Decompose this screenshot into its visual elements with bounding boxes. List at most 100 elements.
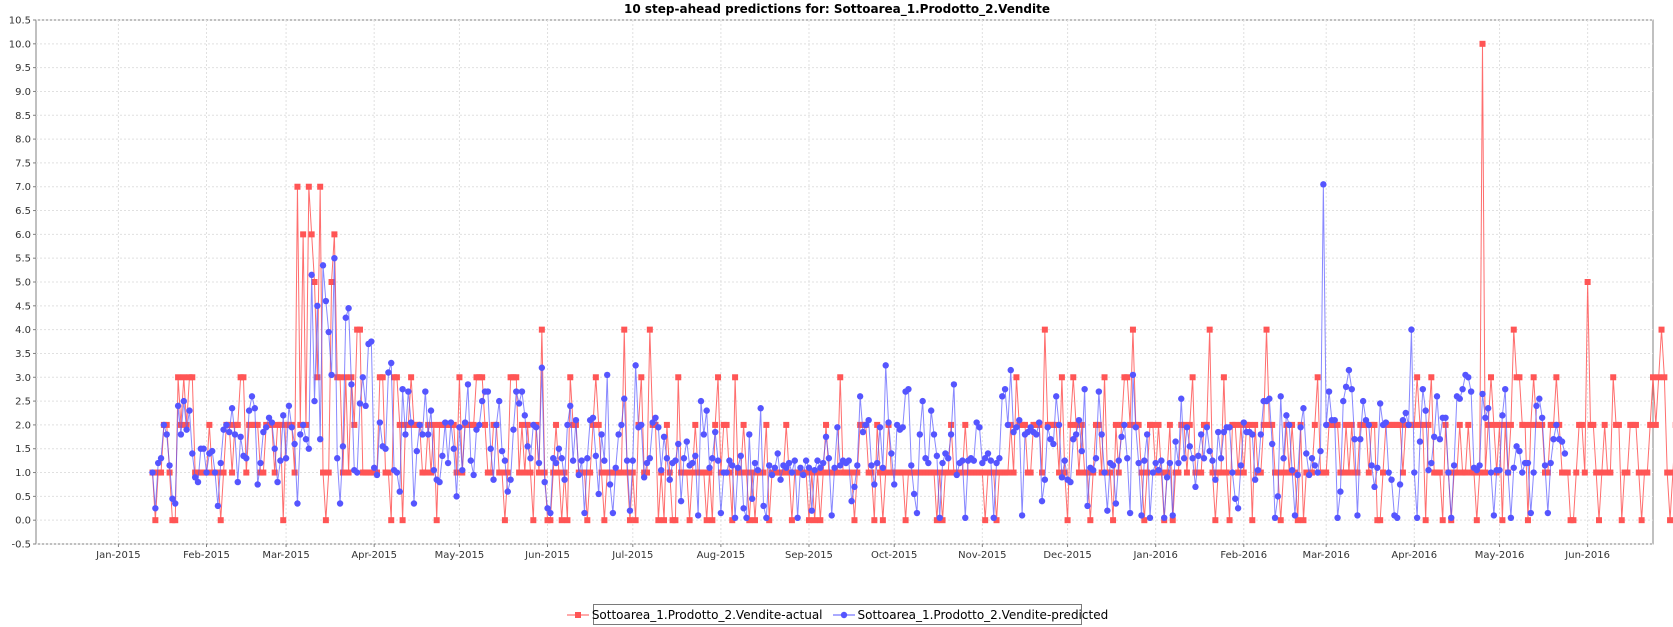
data-point-predicted (746, 431, 753, 438)
data-point-actual (1516, 374, 1523, 381)
data-point-actual (189, 374, 196, 381)
data-point-actual (345, 469, 352, 476)
y-tick-label: 3.0 (15, 373, 31, 384)
data-point-predicted (851, 483, 858, 491)
data-point-predicted (484, 388, 492, 395)
data-point-predicted (854, 462, 861, 469)
data-point-predicted (1257, 431, 1265, 438)
data-point-actual (175, 374, 182, 381)
data-point-actual (229, 469, 236, 476)
data-point-predicted (180, 397, 187, 405)
data-point-actual (703, 517, 710, 524)
data-point-predicted (1143, 431, 1151, 438)
data-point-actual (527, 469, 534, 476)
data-point-predicted (476, 421, 483, 429)
y-tick-label: 5.0 (15, 278, 31, 289)
data-point-predicted (1004, 421, 1012, 429)
data-point-predicted (899, 424, 906, 431)
data-point-actual (933, 517, 940, 524)
data-point-predicted (254, 481, 261, 488)
data-point-predicted (1249, 431, 1256, 438)
data-point-predicted (220, 426, 227, 433)
data-point-predicted (947, 431, 955, 438)
data-point-predicted (322, 297, 330, 305)
data-point-predicted (1061, 457, 1068, 464)
data-point-predicted (1041, 476, 1049, 483)
data-point-predicted (865, 416, 872, 424)
data-point-predicted (1402, 409, 1409, 417)
data-point-predicted (1098, 431, 1105, 438)
data-point-predicted (1132, 424, 1139, 431)
grid (36, 19, 1653, 545)
data-point-predicted (191, 474, 199, 481)
data-point-actual (737, 469, 744, 476)
data-point-predicted (1479, 390, 1486, 398)
x-tick-label: Feb-2016 (1220, 550, 1267, 561)
data-point-predicted (689, 459, 696, 467)
data-point-actual (601, 517, 608, 524)
data-point-actual (1470, 469, 1477, 476)
data-point-predicted (694, 512, 702, 519)
data-point-predicted (785, 459, 793, 467)
data-point-predicted (640, 474, 648, 481)
data-point-actual (868, 469, 875, 476)
data-point-predicted (339, 443, 347, 450)
data-point-actual (780, 469, 787, 476)
data-point-actual (1422, 517, 1429, 524)
data-point-predicted (981, 455, 989, 462)
data-point-actual (1590, 421, 1597, 428)
data-point-predicted (754, 466, 762, 474)
data-point-predicted (726, 457, 733, 464)
data-point-actual (450, 421, 457, 428)
data-point-actual (1664, 469, 1671, 476)
data-point-predicted (189, 450, 196, 457)
data-point-predicted (1297, 424, 1304, 431)
data-point-actual (689, 469, 696, 476)
data-point-predicted (1286, 421, 1293, 429)
data-point-predicted (226, 428, 233, 436)
data-point-actual (652, 421, 659, 428)
data-point-predicted (1305, 471, 1313, 479)
data-point-predicted (447, 419, 455, 426)
x-tick-label: May-2015 (435, 550, 485, 561)
data-point-actual (592, 374, 599, 381)
data-point-predicted (859, 428, 867, 436)
data-point-predicted (1496, 466, 1503, 474)
data-point-predicted (737, 452, 744, 460)
data-point-predicted (1433, 393, 1441, 400)
data-point-actual (1127, 421, 1134, 428)
data-point-predicted (933, 452, 941, 460)
data-point-predicted (331, 254, 338, 262)
data-point-predicted (706, 464, 713, 471)
data-point-predicted (1533, 402, 1540, 410)
data-point-actual (1263, 326, 1270, 333)
data-point-actual (1115, 469, 1122, 476)
data-point-predicted (1209, 457, 1216, 464)
y-tick-label: 10.5 (9, 16, 31, 27)
data-point-actual (1573, 469, 1580, 476)
data-point-predicted (885, 419, 892, 426)
data-point-predicted (692, 452, 699, 460)
data-point-predicted (601, 457, 608, 464)
data-point-predicted (680, 455, 688, 462)
data-point-predicted (1141, 457, 1148, 464)
data-point-predicted (888, 450, 895, 457)
data-point-predicted (765, 462, 773, 469)
data-point-predicted (1124, 455, 1131, 462)
data-point-actual (1345, 469, 1352, 476)
data-point-actual (322, 517, 329, 524)
data-point-predicted (550, 455, 557, 462)
data-point-predicted (1411, 469, 1418, 476)
data-point-predicted (515, 400, 523, 407)
data-point-predicted (444, 459, 452, 467)
data-point-predicted (552, 459, 560, 467)
data-point-predicted (154, 459, 162, 467)
data-point-predicted (567, 402, 574, 410)
data-point-actual (902, 517, 909, 524)
data-point-actual (1112, 421, 1119, 428)
data-point-predicted (200, 445, 207, 452)
data-point-actual (766, 517, 773, 524)
data-point-actual (805, 517, 812, 524)
data-point-actual (709, 517, 716, 524)
data-point-predicted (368, 338, 375, 345)
